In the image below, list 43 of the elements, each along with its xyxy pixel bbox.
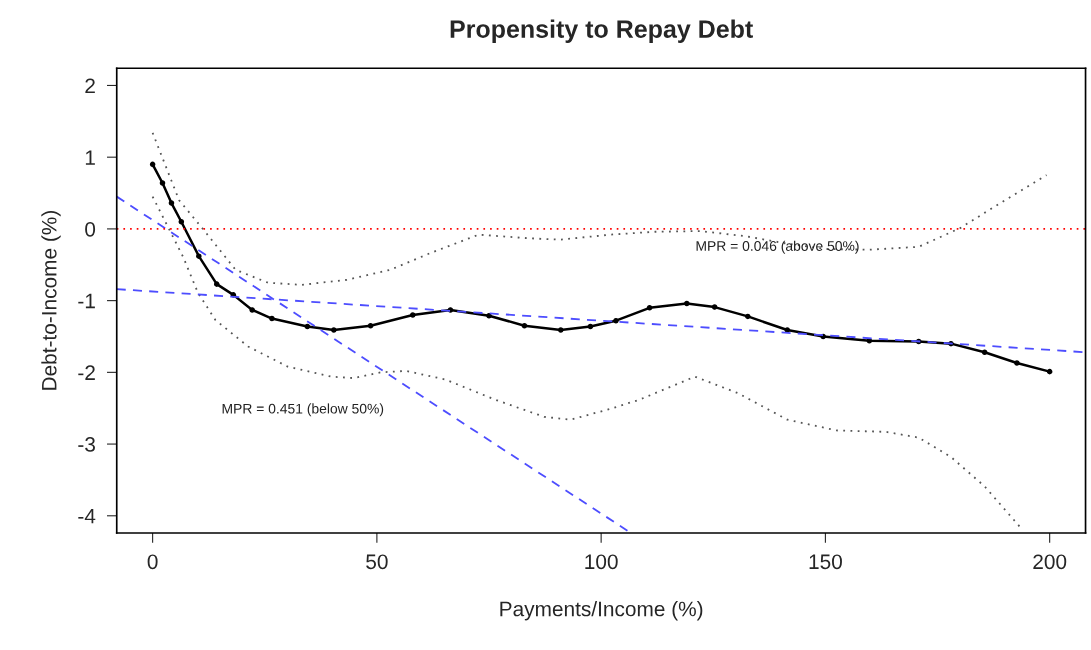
y-tick-label: -2 — [78, 365, 95, 380]
point — [159, 180, 166, 186]
point — [711, 304, 718, 310]
point — [249, 307, 255, 313]
point — [587, 323, 594, 330]
chart-title: Propensity to Repay Debt — [450, 19, 753, 43]
point — [684, 300, 690, 307]
y-tick-label: -4 — [78, 509, 96, 524]
y-tick-label: 1 — [85, 150, 95, 165]
point — [149, 161, 156, 168]
point — [784, 327, 791, 333]
point — [521, 322, 528, 329]
point — [745, 313, 751, 320]
point — [1014, 360, 1020, 366]
point — [409, 312, 416, 318]
y-tick-label: -3 — [78, 437, 95, 452]
x-tick-label: 200 — [1033, 554, 1067, 570]
point — [168, 200, 175, 206]
y-tick-label: 0 — [85, 221, 96, 237]
y-tick-label: 2 — [85, 78, 95, 94]
point — [981, 349, 988, 356]
annotation: MPR = 0.451 (below 50%) — [222, 403, 384, 417]
line-series — [151, 131, 1048, 286]
point — [178, 218, 185, 225]
point — [557, 327, 564, 333]
point — [196, 253, 202, 259]
point — [331, 327, 337, 333]
point — [486, 312, 492, 319]
point — [646, 305, 653, 311]
x-tick-label: 150 — [809, 554, 842, 570]
point — [269, 315, 275, 322]
point — [613, 317, 619, 324]
y-tick-label: -1 — [78, 293, 95, 309]
x-axis-title: Payments/Income (%) — [500, 601, 703, 621]
y-axis-title: Debt-to-Income (%) — [41, 211, 61, 390]
x-tick-label: 50 — [366, 554, 388, 570]
point — [213, 281, 220, 287]
point — [1046, 368, 1053, 375]
annotation: MPR = 0.046 (above 50%) — [696, 240, 859, 254]
point — [304, 323, 311, 330]
point — [367, 322, 374, 329]
x-tick-label: 0 — [147, 554, 158, 570]
x-tick-label: 100 — [585, 554, 618, 570]
